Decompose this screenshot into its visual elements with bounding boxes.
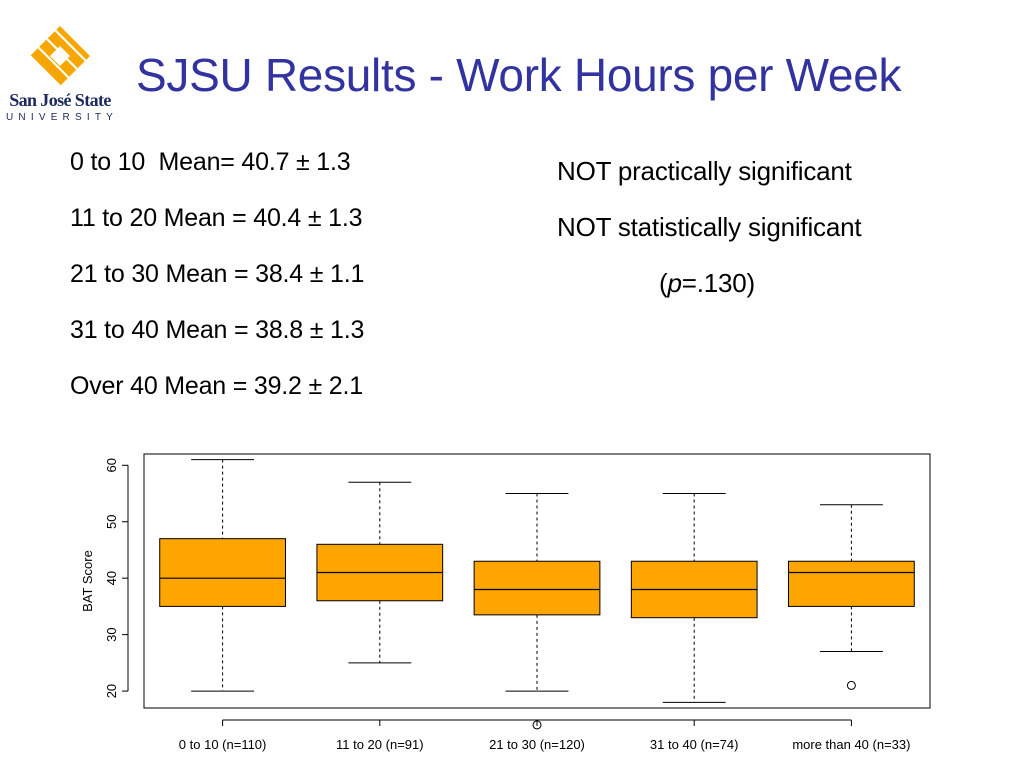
logo-lattice-line (6, 81, 15, 90)
box-group (316, 481, 444, 664)
p-value: =.130) (681, 268, 755, 298)
x-tick-label: 11 to 20 (n=91) (336, 737, 424, 752)
y-tick-label: 20 (104, 684, 119, 698)
outlier-point (846, 680, 856, 690)
box-group (159, 459, 286, 692)
logo-lattice-line (12, 72, 32, 90)
logo-lattice-line (54, 29, 87, 62)
logo-lattice-line (20, 63, 49, 90)
logo-lattice-line (77, 73, 107, 90)
y-tick-label: 30 (104, 627, 119, 641)
y-tick-label: 40 (104, 571, 119, 585)
box-group (630, 493, 758, 703)
box-iqr (473, 560, 601, 616)
p-value-note: (p=.130) (557, 268, 861, 298)
statistical-note: NOT statistically significant (557, 212, 862, 242)
means-item: 31 to 40 Mean = 38.8 ± 1.3 (70, 316, 365, 344)
sjsu-logo: San José State UNIVERSITY (6, 24, 114, 124)
y-axis-label: BAT Score (80, 550, 95, 612)
means-item: 11 to 20 Mean = 40.4 ± 1.3 (70, 204, 363, 232)
p-symbol: p (667, 268, 682, 298)
p-open: ( (659, 268, 668, 298)
practical-note: NOT practically significant (557, 156, 852, 186)
logo-university: UNIVERSITY (6, 112, 119, 123)
means-item: 21 to 30 Mean = 38.4 ± 1.1 (70, 260, 365, 288)
y-tick-label: 60 (104, 458, 119, 472)
logo-center-diamond (50, 46, 70, 66)
x-tick-label: 31 to 40 (n=74) (650, 737, 739, 752)
plot-frame (143, 453, 931, 709)
means-item: Over 40 Mean = 39.2 ± 2.1 (70, 372, 363, 400)
x-tick-label: more than 40 (n=33) (792, 737, 910, 752)
y-tick-label: 50 (104, 514, 119, 528)
box-iqr (159, 538, 286, 607)
boxplot-chart: 20 30 40 50 60 BAT Score 0 to 10 (n=110) 11 to … (70, 440, 950, 760)
x-tick-label: 21 to 30 (n=120) (489, 737, 585, 752)
box-group (473, 493, 601, 730)
logo-lattice-line (29, 55, 61, 87)
means-item: 0 to 10 Mean= 40.7 ± 1.3 (70, 148, 351, 176)
box-iqr (788, 560, 915, 607)
logo-name: San José State (9, 90, 111, 110)
logo-lattice-line (37, 46, 70, 79)
means-list: 0 to 10 Mean= 40.7 ± 1.3 11 to 20 Mean =… (70, 148, 364, 428)
sjsu-diamond-emblem (6, 26, 115, 91)
slide-title: SJSU Results - Work Hours per Week (136, 49, 902, 101)
box-group (788, 504, 915, 690)
logo-lattice-line (86, 82, 115, 91)
significance-notes: NOT practically significant NOT statisti… (557, 156, 862, 324)
boxplot-svg: 20 30 40 50 60 BAT Score 0 to 10 (n=110) 11 to … (80, 453, 931, 752)
x-tick-label: 0 to 10 (n=110) (179, 737, 267, 752)
